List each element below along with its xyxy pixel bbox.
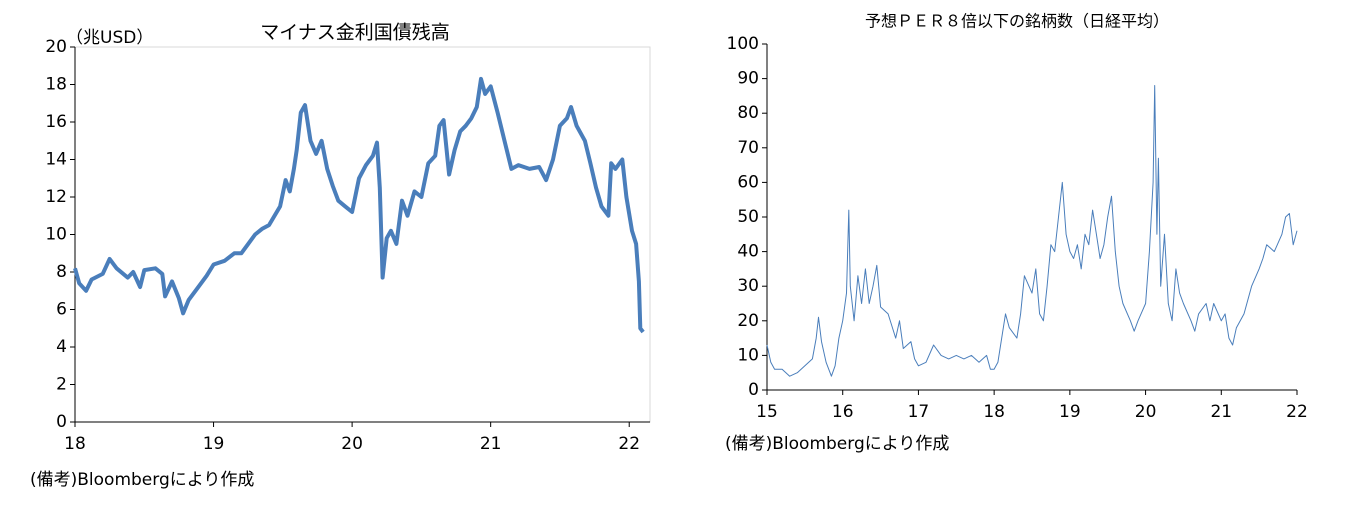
chart-title: マイナス金利国債残高 bbox=[260, 22, 450, 44]
x-tick-label: 22 bbox=[1286, 402, 1308, 422]
y-tick-label: 0 bbox=[748, 380, 759, 400]
x-tick-label: 18 bbox=[983, 402, 1005, 422]
y-tick-label: 12 bbox=[45, 187, 67, 207]
x-tick-label: 21 bbox=[1210, 402, 1232, 422]
y-tick-label: 14 bbox=[45, 150, 67, 170]
y-tick-label: 10 bbox=[45, 225, 67, 245]
plot-frame bbox=[74, 46, 651, 423]
x-tick-label: 20 bbox=[341, 434, 363, 454]
y-tick-label: 30 bbox=[737, 276, 759, 296]
y-tick-label: 20 bbox=[737, 311, 759, 331]
x-tick-label: 22 bbox=[618, 434, 640, 454]
x-tick-label: 21 bbox=[480, 434, 502, 454]
y-tick-label: 80 bbox=[737, 103, 759, 123]
y-tick-label: 6 bbox=[56, 300, 67, 320]
x-tick-label: 19 bbox=[203, 434, 225, 454]
y-tick-label: 100 bbox=[727, 34, 759, 54]
x-tick-label: 16 bbox=[832, 402, 854, 422]
y-tick-label: 16 bbox=[45, 112, 67, 132]
y-tick-label: 10 bbox=[737, 345, 759, 365]
y-tick-label: 0 bbox=[56, 412, 67, 432]
y-tick-label: 50 bbox=[737, 207, 759, 227]
x-tick-label: 19 bbox=[1059, 402, 1081, 422]
data-line bbox=[73, 76, 645, 334]
x-tick-label: 17 bbox=[908, 402, 930, 422]
y-tick-label: 18 bbox=[45, 75, 67, 95]
chart-title: 予想ＰＥＲ８倍以下の銘柄数（日経平均） bbox=[865, 12, 1169, 31]
note: (備考)Bloombergにより作成 bbox=[725, 434, 949, 454]
y-tick-label: 20 bbox=[45, 37, 67, 57]
x-tick-label: 18 bbox=[64, 434, 86, 454]
x-tick-label: 20 bbox=[1135, 402, 1157, 422]
y-tick-label: 40 bbox=[737, 242, 759, 262]
y-axis-label: （兆USD） bbox=[66, 28, 153, 48]
y-tick-label: 2 bbox=[56, 375, 67, 395]
y-tick-label: 90 bbox=[737, 69, 759, 89]
y-tick-label: 70 bbox=[737, 138, 759, 158]
data-line bbox=[766, 85, 1298, 377]
y-tick-label: 60 bbox=[737, 172, 759, 192]
y-tick-label: 4 bbox=[56, 337, 67, 357]
note: (備考)Bloombergにより作成 bbox=[30, 470, 254, 490]
x-tick-label: 15 bbox=[756, 402, 778, 422]
y-tick-label: 8 bbox=[56, 262, 67, 282]
